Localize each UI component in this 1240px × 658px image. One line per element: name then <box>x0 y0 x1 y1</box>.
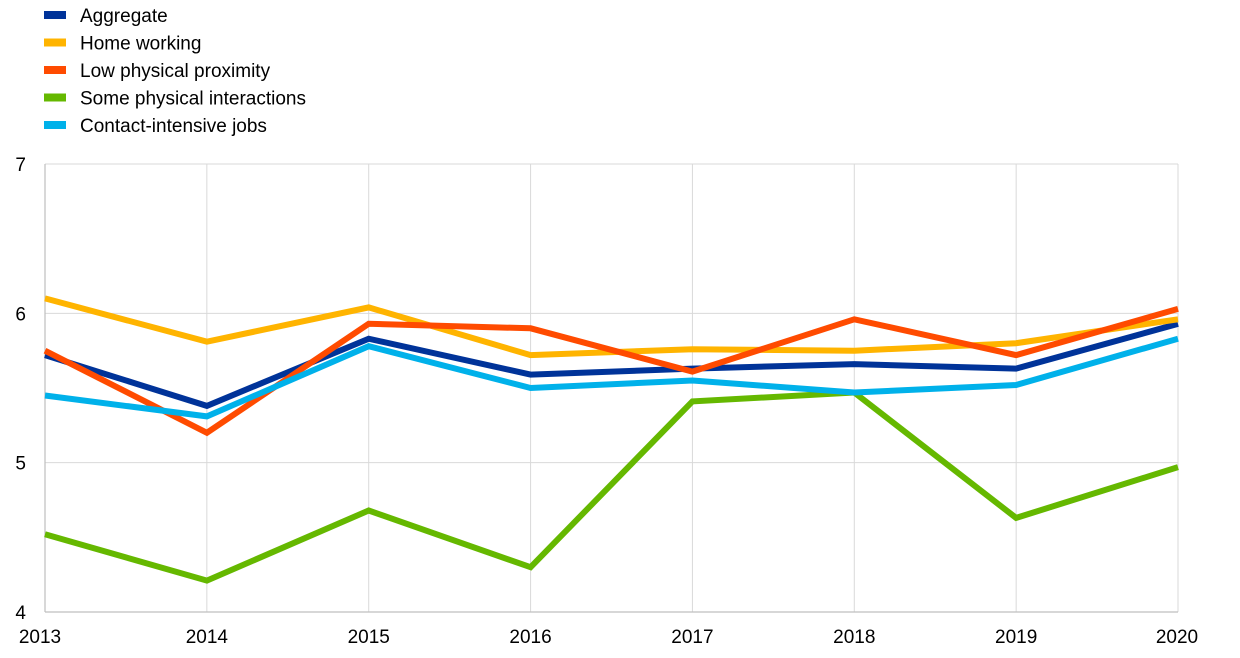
legend-label: Some physical interactions <box>80 89 306 110</box>
legend-label: Contact-intensive jobs <box>80 116 267 137</box>
x-tick-label: 2015 <box>348 627 390 648</box>
legend-swatch <box>44 121 66 129</box>
legend-swatch <box>44 11 66 19</box>
y-tick-label: 5 <box>15 454 26 475</box>
series-line-home-working <box>44 295 1179 359</box>
x-tick-label: 2019 <box>995 627 1037 648</box>
legend: Aggregate Home working Low physical proxim… <box>44 6 306 137</box>
legend-label: Low physical proximity <box>80 61 271 82</box>
series-line-low-physical-proximity <box>43 306 1179 437</box>
x-tick-label: 2014 <box>186 627 229 648</box>
series-lines <box>43 295 1179 584</box>
x-tick-label: 2013 <box>19 627 61 648</box>
y-tick-label: 4 <box>15 603 26 624</box>
legend-label: Aggregate <box>80 6 168 27</box>
x-tick-label: 2018 <box>833 627 875 648</box>
series-line-some-physical-interactions <box>44 389 1179 584</box>
x-tick-label: 2020 <box>1156 627 1198 648</box>
x-tick-label: 2016 <box>509 627 551 648</box>
tick-labels: 4 5 6 7 2013 2014 2015 2016 2017 2018 2019 2020 <box>15 155 1198 648</box>
legend-swatch <box>44 38 66 47</box>
y-tick-label: 7 <box>15 155 26 176</box>
legend-label: Home working <box>80 34 201 55</box>
legend-swatch <box>44 93 66 102</box>
x-tick-label: 2017 <box>671 627 713 648</box>
y-tick-label: 6 <box>15 304 26 325</box>
legend-swatch <box>44 66 66 74</box>
series-line-aggregate <box>44 320 1179 410</box>
series-line-contact-intensive-jobs <box>44 335 1179 420</box>
